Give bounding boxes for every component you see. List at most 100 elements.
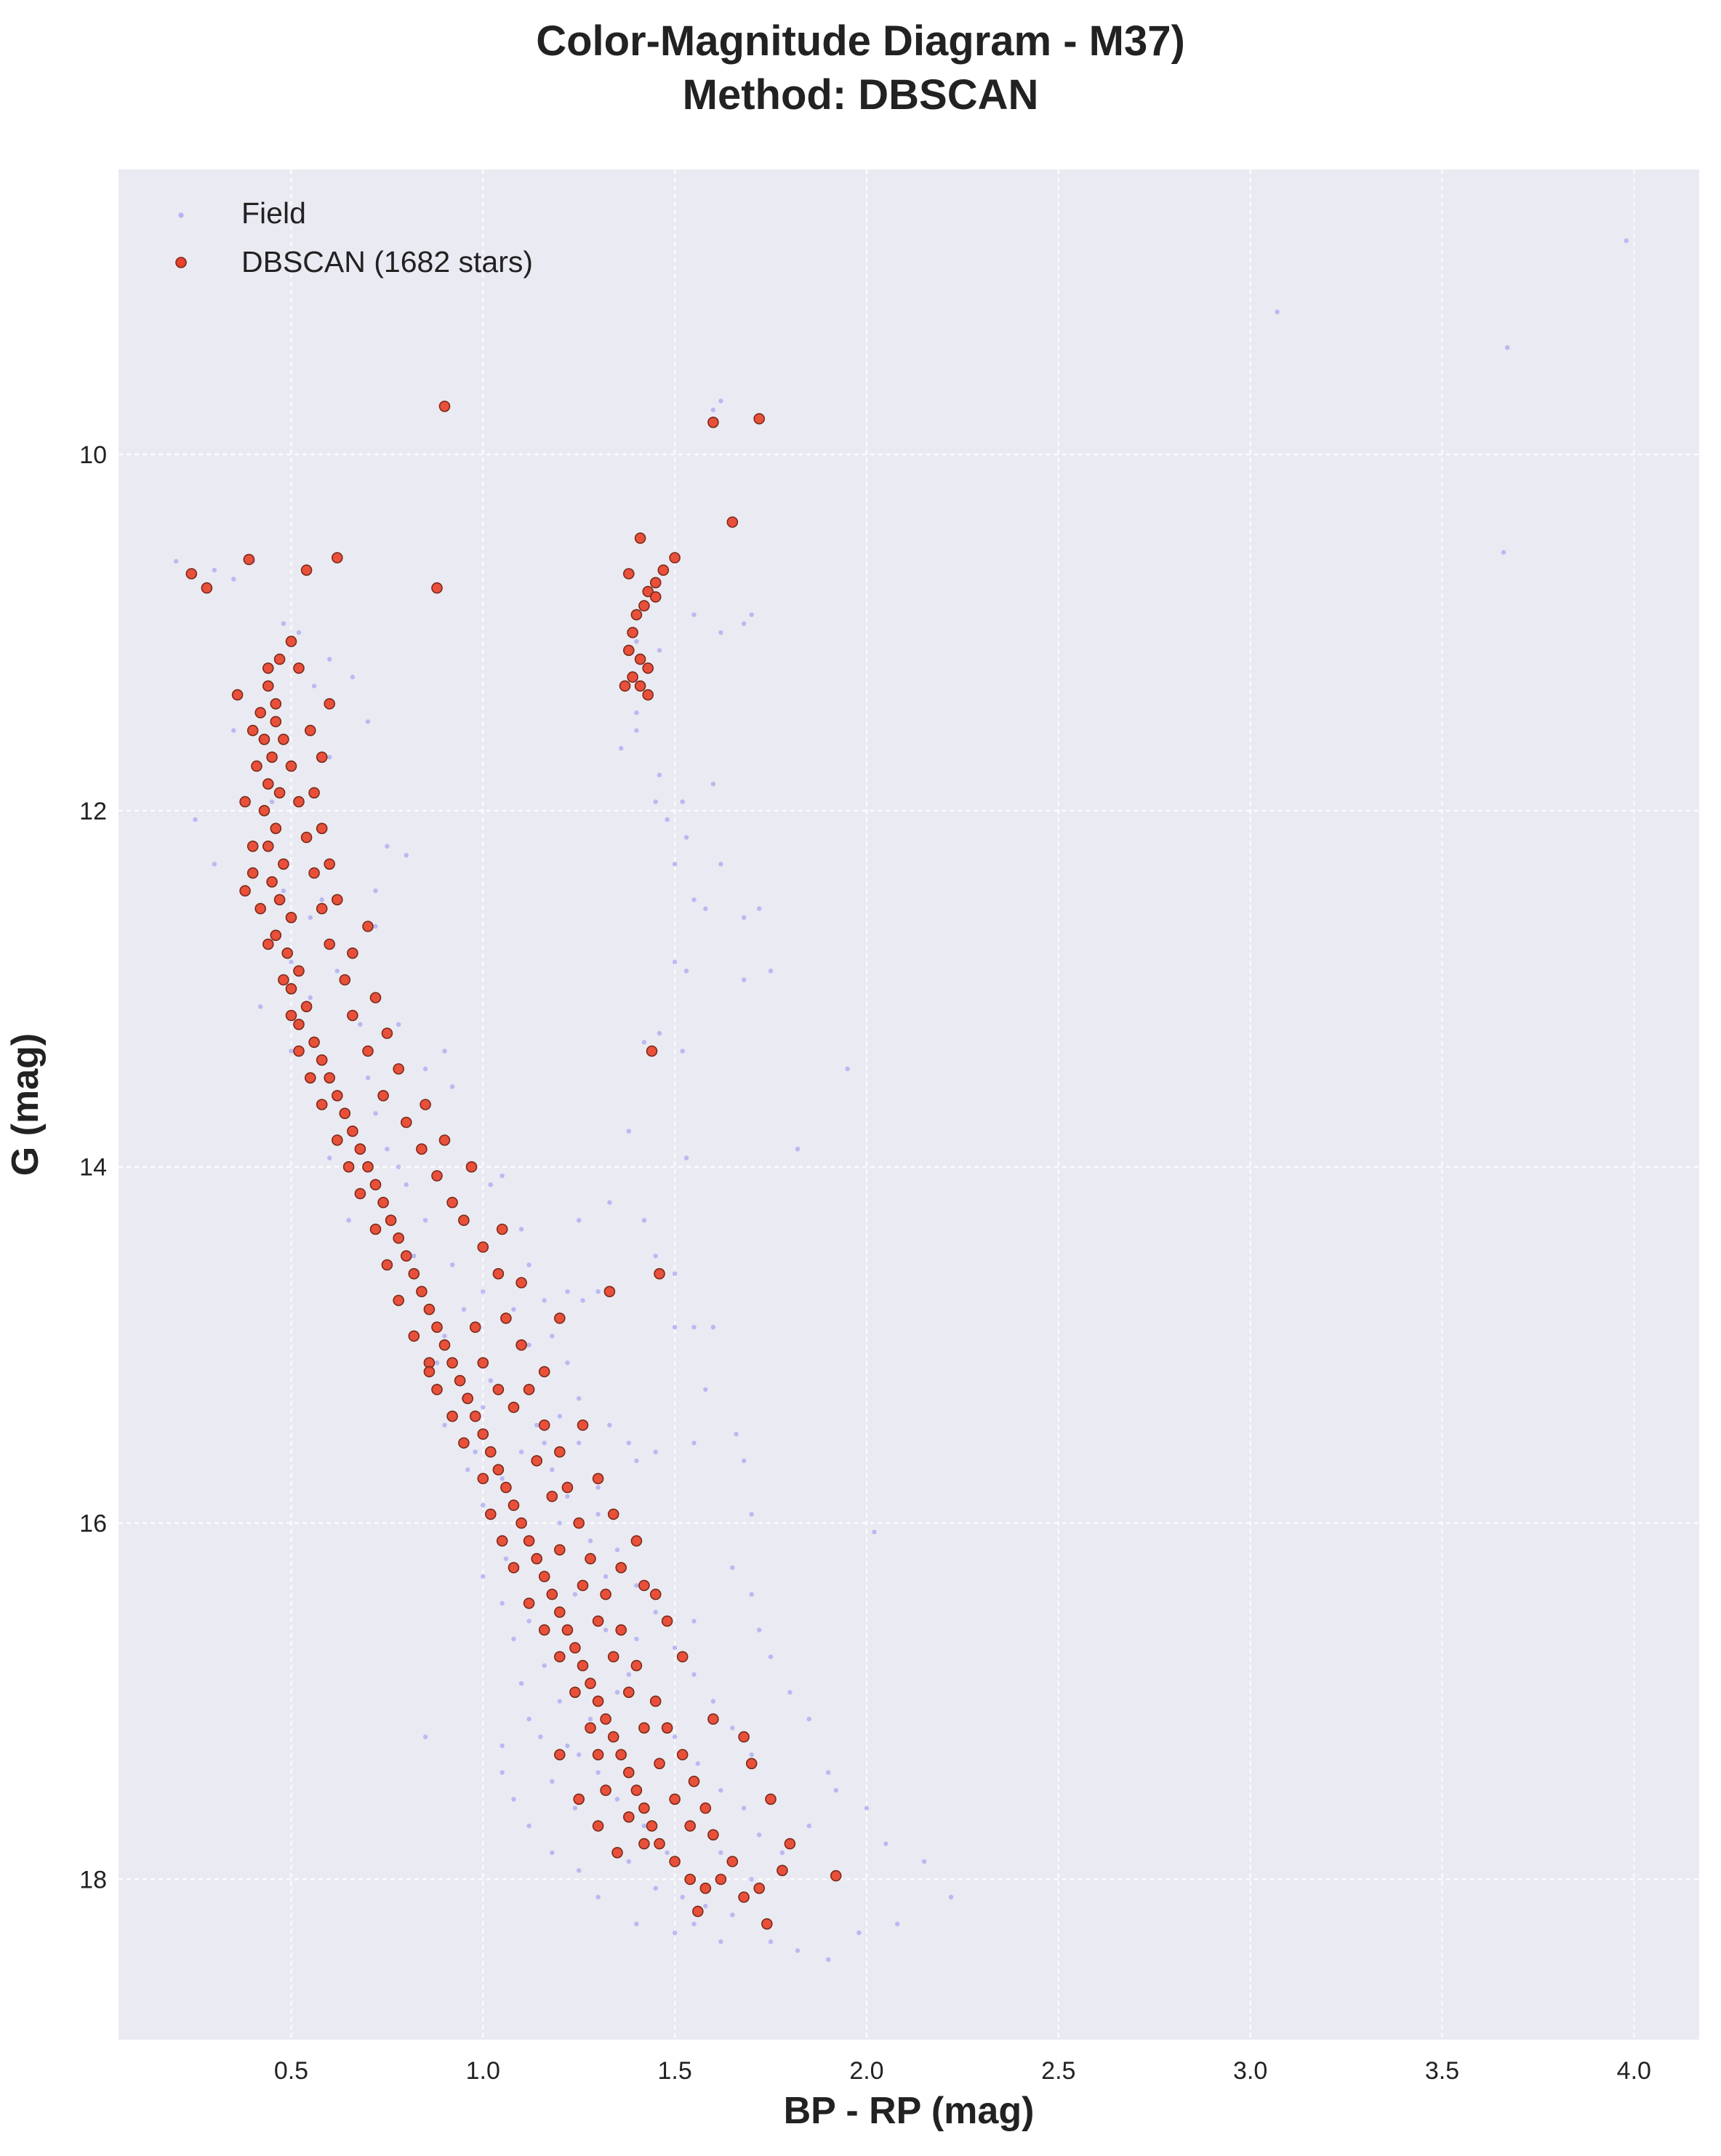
dbscan-point <box>254 902 267 915</box>
field-point <box>481 1502 486 1508</box>
field-point <box>741 977 747 982</box>
dbscan-point <box>369 1179 382 1190</box>
field-point <box>577 1396 582 1401</box>
dbscan-point <box>573 1517 585 1529</box>
x-tick-label: 0.5 <box>274 2057 308 2085</box>
field-point <box>730 1912 735 1917</box>
dbscan-point <box>492 1384 505 1395</box>
field-point <box>768 969 774 974</box>
dbscan-point <box>669 1793 681 1806</box>
dbscan-point <box>324 938 336 950</box>
field-point <box>500 1743 505 1748</box>
field-point <box>500 1770 505 1775</box>
dbscan-point <box>496 1223 508 1235</box>
dbscan-point <box>500 1313 512 1324</box>
dbscan-point <box>385 1214 397 1226</box>
field-point <box>500 1173 505 1179</box>
field-point <box>614 1547 620 1552</box>
field-point <box>308 995 313 1001</box>
field-point <box>718 1850 723 1855</box>
dbscan-point <box>324 1072 336 1084</box>
dbscan-point <box>324 698 336 710</box>
dbscan-point <box>185 568 198 580</box>
y-tick-label: 10 <box>79 441 107 469</box>
dbscan-point <box>546 1491 558 1502</box>
field-point <box>412 1254 417 1259</box>
dbscan-point <box>642 585 654 598</box>
field-point <box>404 1182 409 1187</box>
field-point <box>607 1422 612 1428</box>
field-point <box>595 1512 601 1517</box>
field-point <box>442 1422 447 1428</box>
dbscan-point <box>661 1722 673 1734</box>
field-point <box>550 1779 555 1784</box>
field-point <box>826 1770 831 1775</box>
dbscan-point <box>585 1722 596 1734</box>
dbscan-point <box>699 1883 712 1894</box>
dbscan-point <box>293 965 305 977</box>
dbscan-point <box>538 1571 550 1582</box>
field-point <box>557 1520 562 1526</box>
dbscan-point <box>266 751 278 764</box>
field-point <box>442 1049 447 1054</box>
y-tick-label: 18 <box>79 1867 107 1894</box>
dbscan-point <box>630 609 643 621</box>
x-tick-label: 2.5 <box>1041 2057 1075 2085</box>
dbscan-point <box>347 1125 358 1137</box>
field-point <box>683 1155 689 1161</box>
dbscan-point <box>431 1321 443 1333</box>
dbscan-point <box>484 1508 497 1520</box>
dbscan-point <box>258 733 270 745</box>
field-point <box>577 1868 582 1873</box>
field-point <box>603 1627 609 1632</box>
dbscan-point <box>469 1410 481 1422</box>
dbscan-point <box>577 1419 589 1431</box>
x-tick-label: 3.0 <box>1233 2057 1267 2085</box>
dbscan-point <box>477 1428 489 1440</box>
field-point <box>595 1770 601 1775</box>
field-point <box>1624 238 1629 244</box>
dbscan-point <box>654 1758 665 1770</box>
field-point <box>691 897 697 902</box>
field-point <box>730 1726 735 1731</box>
dbscan-series <box>185 400 842 1930</box>
field-point <box>718 398 723 404</box>
field-point <box>526 1342 531 1347</box>
dbscan-point <box>508 1499 520 1511</box>
dbscan-point <box>369 992 382 1003</box>
field-point <box>518 1449 524 1454</box>
dbscan-point <box>454 1374 466 1387</box>
field-point <box>565 1743 570 1748</box>
dbscan-point <box>393 1294 405 1307</box>
field-point <box>626 1859 631 1864</box>
field-point <box>461 1307 467 1312</box>
field-point <box>577 1752 582 1758</box>
field-point <box>385 843 390 849</box>
field-point <box>691 1325 697 1330</box>
x-tick-label: 1.5 <box>657 2057 691 2085</box>
dbscan-point <box>607 1508 619 1520</box>
dbscan-point <box>603 1286 616 1297</box>
field-point <box>680 1894 685 1900</box>
dbscan-point <box>293 796 305 808</box>
field-point <box>577 1218 582 1223</box>
dbscan-point <box>619 680 631 692</box>
field-point <box>680 1049 685 1054</box>
field-point <box>703 906 708 911</box>
dbscan-point <box>431 1170 443 1182</box>
dbscan-point <box>393 1063 405 1075</box>
dbscan-point <box>423 1366 436 1378</box>
dbscan-point <box>262 841 274 852</box>
dbscan-point <box>684 1820 697 1832</box>
field-point <box>503 1556 509 1561</box>
dbscan-point <box>446 1410 458 1422</box>
x-tick-label: 3.5 <box>1425 2057 1459 2085</box>
field-point <box>346 1218 351 1223</box>
field-point <box>550 1850 555 1855</box>
field-point <box>833 1787 838 1793</box>
field-point <box>542 1663 547 1668</box>
field-point <box>607 1200 612 1205</box>
field-point <box>258 1004 263 1009</box>
field-point <box>327 1155 332 1161</box>
dbscan-point <box>316 751 328 764</box>
